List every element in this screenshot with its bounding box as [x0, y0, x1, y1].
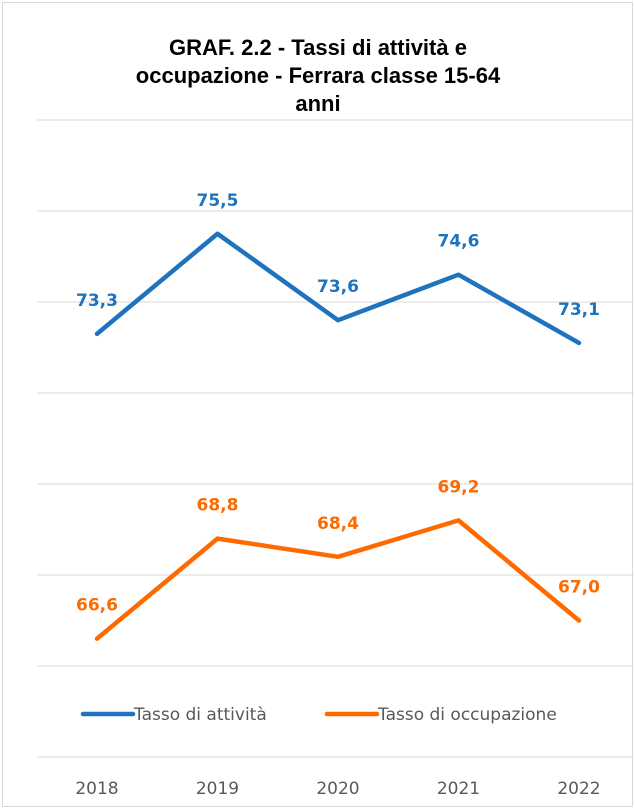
- data-label: 66,6: [76, 596, 118, 616]
- data-label: 69,2: [438, 477, 480, 497]
- chart-title-line-1: GRAF. 2.2 - Tassi di attività e: [169, 35, 467, 60]
- x-tick-label: 2018: [75, 779, 118, 799]
- data-label: 68,4: [317, 514, 359, 534]
- line-chart: GRAF. 2.2 - Tassi di attività e occupazi…: [37, 35, 634, 799]
- chart-title-line-3: anni: [295, 91, 340, 116]
- legend: Tasso di attività Tasso di occupazione: [80, 705, 557, 725]
- data-label: 74,6: [438, 232, 480, 252]
- series-lines: [94, 231, 582, 641]
- legend-label: Tasso di attività: [133, 705, 267, 725]
- x-tick-label: 2020: [316, 779, 359, 799]
- gridlines: [37, 119, 634, 758]
- chart-title: GRAF. 2.2 - Tassi di attività e occupazi…: [136, 35, 501, 116]
- data-label: 73,3: [76, 291, 118, 311]
- series-line-2: [94, 518, 582, 641]
- x-tick-label: 2019: [196, 779, 239, 799]
- data-labels: 73,3 75,5 73,6 74,6 73,1 66,6 68,8 68,4 69,2 67,0: [76, 191, 600, 616]
- data-label: 73,1: [558, 300, 600, 320]
- data-label: 75,5: [197, 191, 239, 211]
- x-axis-tick-labels: 2018 2019 2020 2021 2022: [75, 779, 600, 799]
- data-label: 73,6: [317, 277, 359, 297]
- legend-label: Tasso di occupazione: [377, 705, 557, 725]
- data-label: 68,8: [197, 496, 239, 516]
- x-tick-label: 2022: [557, 779, 600, 799]
- chart-title-line-2: occupazione - Ferrara classe 15-64: [136, 63, 501, 88]
- x-tick-label: 2021: [437, 779, 480, 799]
- data-label: 67,0: [558, 578, 600, 598]
- series-line-1: [94, 231, 582, 346]
